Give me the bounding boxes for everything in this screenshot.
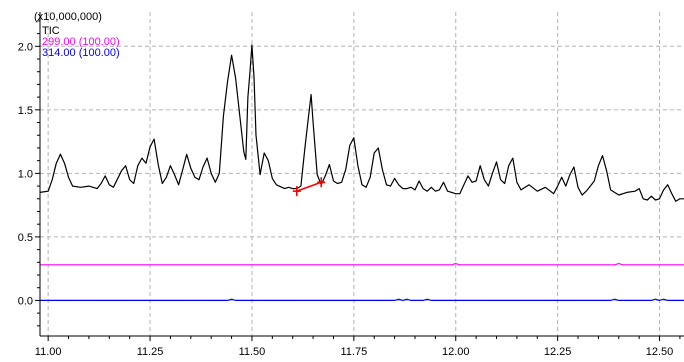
annotations bbox=[292, 177, 326, 197]
legend-entry: 314.00 (100.00) bbox=[42, 47, 120, 59]
x-tick-label: 11.75 bbox=[340, 346, 367, 358]
gridlines bbox=[40, 12, 684, 336]
y-tick-label: 1.0 bbox=[18, 168, 33, 180]
y-tick-label: 0.5 bbox=[18, 232, 33, 244]
x-tick-label: 12.25 bbox=[544, 346, 572, 358]
y-tick-label: 2.0 bbox=[18, 41, 33, 53]
y-tick-label: 0.0 bbox=[18, 295, 33, 307]
integration-baseline bbox=[296, 181, 322, 192]
legend-entry: 299.00 (100.00) bbox=[42, 36, 120, 48]
y-tick-label: 1.5 bbox=[18, 105, 33, 117]
x-tick-label: 11.25 bbox=[137, 346, 164, 358]
y-multiplier-label: (x10,000,000) bbox=[34, 11, 102, 23]
series-lines bbox=[39, 44, 684, 301]
series-line-1 bbox=[40, 263, 684, 266]
x-tick-label: 11.00 bbox=[35, 346, 62, 358]
legend-entry: TIC bbox=[42, 25, 60, 37]
axes: 11.00 11.25 11.50 11.75 12.00 12.25 12.50 0.0 0.… bbox=[18, 12, 684, 358]
series-line-2 bbox=[40, 298, 684, 301]
x-tick-label: 11.50 bbox=[239, 346, 266, 358]
series-line-0 bbox=[39, 44, 684, 202]
x-tick-label: 12.50 bbox=[646, 346, 674, 358]
x-tick-label: 12.00 bbox=[442, 346, 470, 358]
